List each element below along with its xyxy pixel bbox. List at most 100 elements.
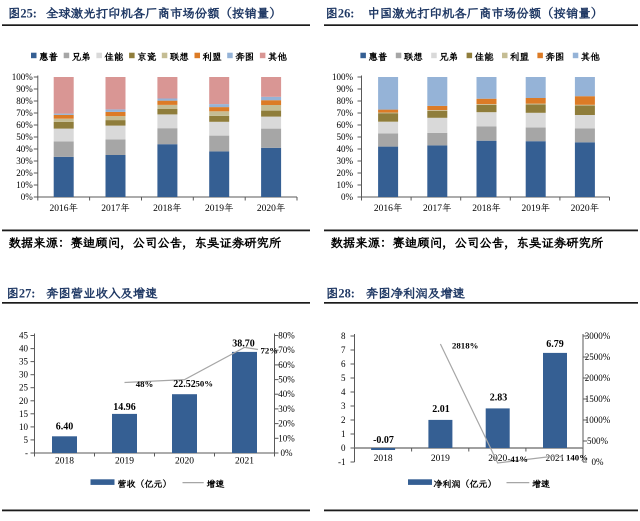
svg-text:2: 2 xyxy=(341,415,346,425)
svg-text:70%: 70% xyxy=(16,108,33,118)
svg-text:60%: 60% xyxy=(16,120,33,130)
svg-text:1000%: 1000% xyxy=(585,415,611,425)
svg-text:佳能: 佳能 xyxy=(104,49,123,63)
svg-text:奔图: 奔图 xyxy=(235,49,254,63)
svg-text:1: 1 xyxy=(341,429,346,439)
svg-text:10%: 10% xyxy=(278,433,295,443)
svg-text:80%: 80% xyxy=(337,96,354,106)
svg-text:图28:: 图28: xyxy=(326,287,355,301)
svg-text:0: 0 xyxy=(341,443,346,453)
svg-text:70%: 70% xyxy=(278,345,295,355)
svg-text:1500%: 1500% xyxy=(585,394,611,404)
svg-text:40%: 40% xyxy=(278,389,295,399)
svg-text:图27:: 图27: xyxy=(7,287,36,301)
svg-text:增速: 增速 xyxy=(207,477,225,490)
svg-text:15: 15 xyxy=(19,409,29,419)
svg-text:30: 30 xyxy=(19,370,29,380)
svg-text:2016年: 2016年 xyxy=(374,203,403,214)
svg-text:净利润（亿元）: 净利润（亿元） xyxy=(434,477,497,490)
svg-text:6: 6 xyxy=(341,359,346,369)
svg-text:80%: 80% xyxy=(278,331,295,341)
svg-text:4: 4 xyxy=(341,387,346,397)
svg-text:奔图: 奔图 xyxy=(545,49,564,63)
svg-text:48%: 48% xyxy=(136,379,154,389)
svg-text:2019年: 2019年 xyxy=(521,203,550,214)
svg-text:70%: 70% xyxy=(337,108,354,118)
svg-text:-: - xyxy=(25,448,28,458)
svg-text:2018年: 2018年 xyxy=(153,203,182,214)
svg-text:2019: 2019 xyxy=(431,454,450,464)
svg-text:-0.07: -0.07 xyxy=(373,435,394,446)
svg-text:20%: 20% xyxy=(278,419,295,429)
svg-text:2818%: 2818% xyxy=(452,341,478,351)
svg-text:22.52: 22.52 xyxy=(173,379,196,390)
svg-text:100%: 100% xyxy=(332,72,354,82)
svg-text:佳能: 佳能 xyxy=(475,49,494,63)
svg-text:50%: 50% xyxy=(16,132,33,142)
svg-text:50%: 50% xyxy=(278,375,295,385)
svg-text:30%: 30% xyxy=(337,156,354,166)
svg-text:全球激光打印机各厂商市场份额（按销量）: 全球激光打印机各厂商市场份额（按销量） xyxy=(46,7,282,21)
svg-text:2020: 2020 xyxy=(175,457,194,467)
svg-text:72%: 72% xyxy=(261,345,279,355)
svg-text:0%: 0% xyxy=(341,192,354,202)
svg-text:京瓷: 京瓷 xyxy=(137,49,156,63)
svg-text:20%: 20% xyxy=(337,168,354,178)
svg-text:其他: 其他 xyxy=(268,49,287,63)
svg-text:50%: 50% xyxy=(337,132,354,142)
svg-text:图25:: 图25: xyxy=(8,7,37,21)
svg-text:奔图净利润及增速: 奔图净利润及增速 xyxy=(366,287,466,301)
svg-text:0%: 0% xyxy=(21,192,34,202)
svg-text:2500%: 2500% xyxy=(585,352,611,362)
svg-text:40%: 40% xyxy=(337,144,354,154)
svg-text:40%: 40% xyxy=(16,144,33,154)
svg-text:45: 45 xyxy=(19,331,29,341)
svg-text:利盟: 利盟 xyxy=(203,49,222,63)
svg-text:联想: 联想 xyxy=(170,49,189,63)
svg-text:2018: 2018 xyxy=(374,454,393,464)
svg-text:奔图营业收入及增速: 奔图营业收入及增速 xyxy=(46,287,158,301)
svg-text:90%: 90% xyxy=(16,84,33,94)
svg-text:90%: 90% xyxy=(337,84,354,94)
svg-text:3: 3 xyxy=(341,401,346,411)
svg-text:20: 20 xyxy=(19,396,29,406)
svg-text:30%: 30% xyxy=(278,404,295,414)
svg-text:0%: 0% xyxy=(592,457,605,467)
svg-text:兄弟: 兄弟 xyxy=(72,49,91,63)
svg-text:7: 7 xyxy=(341,345,346,355)
svg-text:35: 35 xyxy=(19,357,29,367)
svg-text:其他: 其他 xyxy=(581,49,600,63)
svg-text:60%: 60% xyxy=(337,120,354,130)
svg-text:2018年: 2018年 xyxy=(472,203,501,214)
svg-text:0%: 0% xyxy=(281,448,294,458)
svg-text:2019年: 2019年 xyxy=(205,203,234,214)
svg-text:2021: 2021 xyxy=(546,454,565,464)
svg-text:40: 40 xyxy=(19,344,29,354)
svg-text:6.79: 6.79 xyxy=(546,339,564,350)
svg-text:3000%: 3000% xyxy=(585,331,611,341)
svg-text:兄弟: 兄弟 xyxy=(439,49,458,63)
svg-text:数据来源：赛迪顾问，公司公告，东吴证券研究所: 数据来源：赛迪顾问，公司公告，东吴证券研究所 xyxy=(9,233,282,251)
svg-text:营收（亿元）: 营收（亿元） xyxy=(118,477,172,490)
svg-text:30%: 30% xyxy=(16,156,33,166)
svg-text:2018: 2018 xyxy=(55,457,74,467)
svg-text:2017年: 2017年 xyxy=(423,203,452,214)
svg-text:-41%: -41% xyxy=(508,454,529,464)
svg-text:25: 25 xyxy=(19,383,29,393)
svg-text:500%: 500% xyxy=(587,436,609,446)
svg-text:数据来源：赛迪顾问，公司公告，东吴证券研究所: 数据来源：赛迪顾问，公司公告，东吴证券研究所 xyxy=(331,233,604,251)
svg-text:80%: 80% xyxy=(16,96,33,106)
svg-text:2021: 2021 xyxy=(235,457,254,467)
svg-text:增速: 增速 xyxy=(532,477,550,490)
svg-text:14.96: 14.96 xyxy=(113,402,136,413)
svg-text:惠普: 惠普 xyxy=(39,49,58,63)
svg-text:-1: -1 xyxy=(338,457,346,467)
svg-text:60%: 60% xyxy=(278,360,295,370)
svg-text:38.70: 38.70 xyxy=(232,338,255,349)
svg-text:图26:: 图26: xyxy=(326,7,355,21)
svg-text:100%: 100% xyxy=(12,72,34,82)
svg-text:2020: 2020 xyxy=(488,454,507,464)
svg-text:2019: 2019 xyxy=(115,457,134,467)
svg-text:2020年: 2020年 xyxy=(257,203,286,214)
svg-text:2020年: 2020年 xyxy=(571,203,600,214)
